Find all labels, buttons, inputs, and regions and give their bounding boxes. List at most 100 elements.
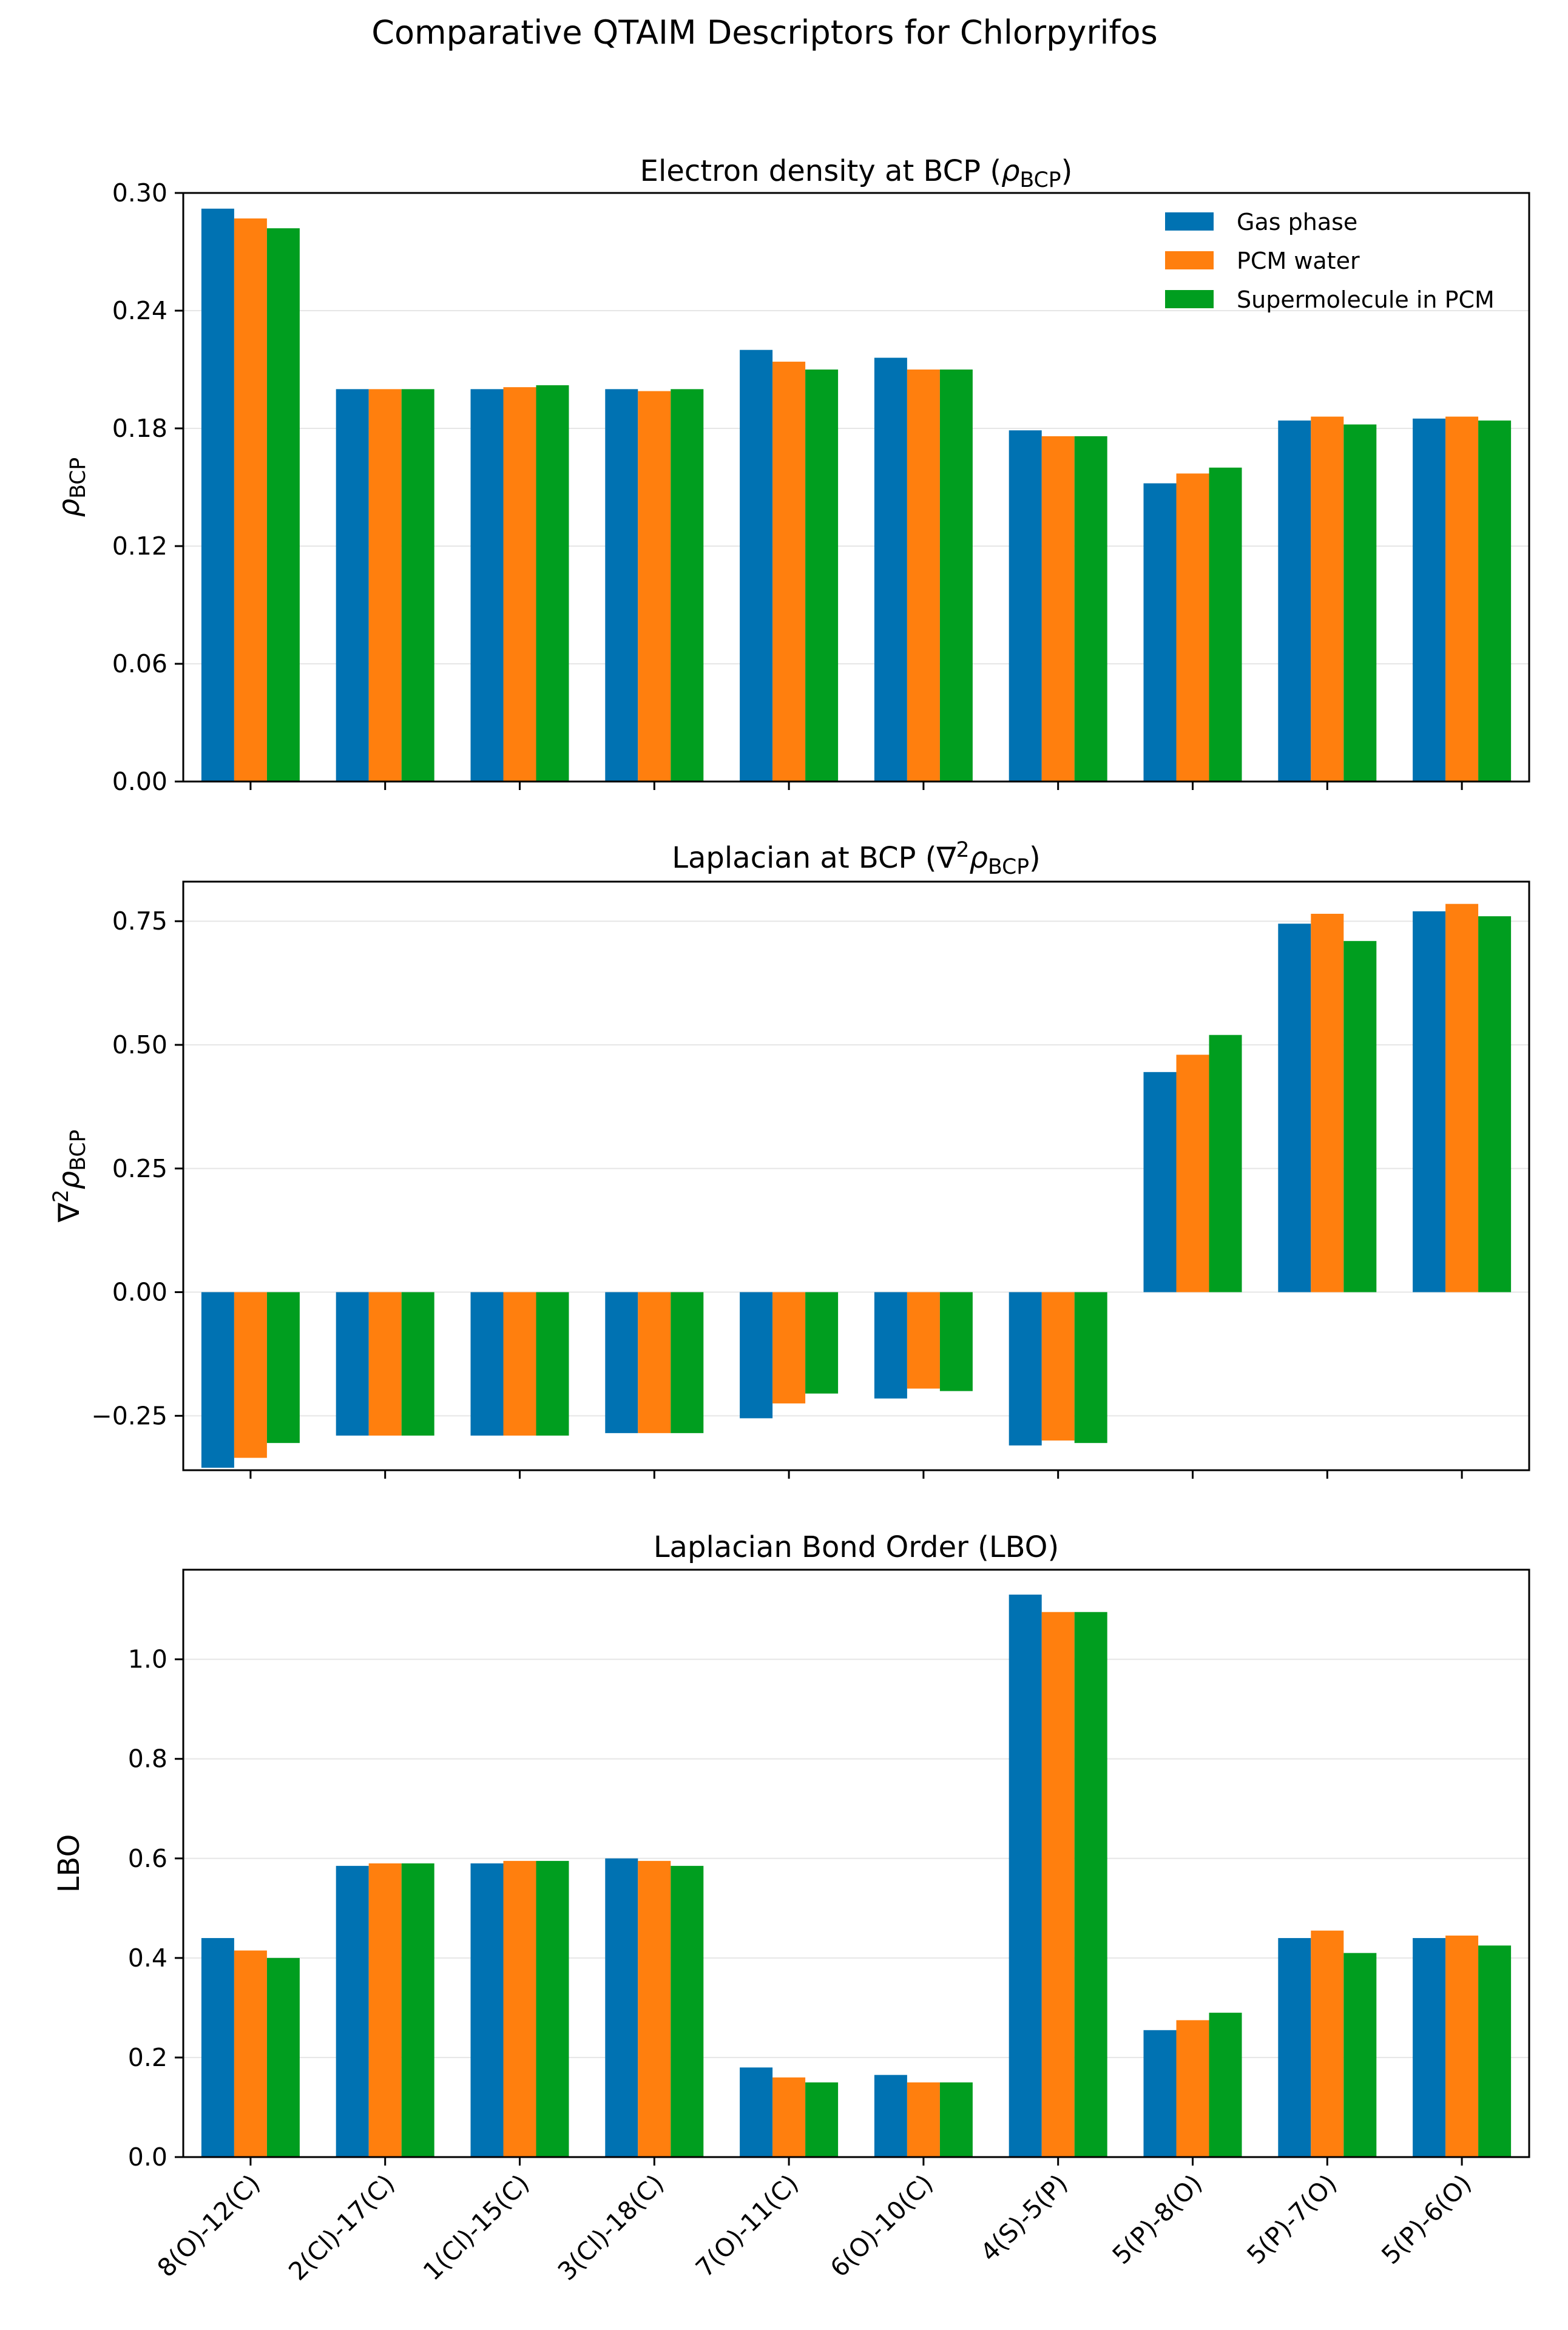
bar-2-gas-phase-6 <box>874 1292 907 1399</box>
bar-1-supermolecule-in-pcm-4 <box>671 389 704 782</box>
bar-3-gas-phase-5 <box>740 2067 773 2157</box>
bar-2-gas-phase-9 <box>1278 924 1311 1292</box>
bar-1-pcm-water-2 <box>368 389 402 782</box>
bar-1-supermolecule-in-pcm-5 <box>805 370 839 782</box>
bar-1-supermolecule-in-pcm-2 <box>401 389 434 782</box>
bar-1-supermolecule-in-pcm-7 <box>1074 436 1107 782</box>
y-tick-label: 0.12 <box>112 532 167 561</box>
bar-2-supermolecule-in-pcm-10 <box>1478 916 1512 1292</box>
bar-1-gas-phase-4 <box>605 389 638 782</box>
bar-2-pcm-water-4 <box>638 1292 671 1433</box>
legend-label: PCM water <box>1237 248 1360 274</box>
bar-2-supermolecule-in-pcm-5 <box>805 1292 839 1394</box>
chart-panels: 0.00 0.06 0.12 0.18 0.24 0.30 Electron density… <box>49 154 1530 2286</box>
bar-2-supermolecule-in-pcm-6 <box>939 1292 973 1391</box>
bar-3-supermolecule-in-pcm-7 <box>1074 1612 1107 2157</box>
bar-3-pcm-water-6 <box>907 2082 940 2157</box>
bar-1-pcm-water-7 <box>1041 436 1075 782</box>
y-tick-label: 0.00 <box>112 767 167 796</box>
bar-3-pcm-water-3 <box>503 1860 536 2157</box>
bar-3-supermolecule-in-pcm-5 <box>805 2082 839 2157</box>
bar-1-supermolecule-in-pcm-1 <box>266 228 300 782</box>
bar-3-pcm-water-4 <box>638 1860 671 2157</box>
chart-panel-2: −0.25 0.00 0.25 0.50 0.75 Laplacian at BCP (∇… <box>49 838 1530 1479</box>
y-tick-label: 0.0 <box>128 2143 167 2172</box>
chart-panel-1: 0.00 0.06 0.12 0.18 0.24 0.30 Electron density… <box>52 154 1530 796</box>
bar-3-supermolecule-in-pcm-2 <box>401 1863 434 2157</box>
bar-3-supermolecule-in-pcm-6 <box>939 2082 973 2157</box>
legend-label: Gas phase <box>1237 209 1357 235</box>
bar-2-supermolecule-in-pcm-3 <box>536 1292 569 1436</box>
bar-3-pcm-water-7 <box>1041 1612 1075 2157</box>
x-tick-label: 8(O)-12(C) <box>152 2169 266 2283</box>
y-tick-label: 0.00 <box>112 1278 167 1307</box>
bar-1-pcm-water-9 <box>1311 416 1344 782</box>
bar-3-gas-phase-8 <box>1143 2030 1177 2157</box>
bar-2-gas-phase-2 <box>336 1292 369 1436</box>
bar-1-pcm-water-6 <box>907 370 940 782</box>
bar-3-pcm-water-9 <box>1311 1930 1344 2157</box>
bar-2-supermolecule-in-pcm-7 <box>1074 1292 1107 1444</box>
bar-3-gas-phase-4 <box>605 1858 638 2157</box>
bar-2-pcm-water-3 <box>503 1292 536 1436</box>
bar-2-gas-phase-10 <box>1413 911 1446 1292</box>
bar-2-supermolecule-in-pcm-2 <box>401 1292 434 1436</box>
bar-2-supermolecule-in-pcm-8 <box>1209 1035 1242 1292</box>
x-tick-label: 3(Cl)-18(C) <box>552 2169 670 2286</box>
bar-1-supermolecule-in-pcm-8 <box>1209 467 1242 782</box>
x-tick-label: 6(O)-10(C) <box>825 2169 939 2283</box>
bar-2-gas-phase-3 <box>470 1292 504 1436</box>
bar-1-gas-phase-6 <box>874 357 907 782</box>
bar-1-gas-phase-2 <box>336 389 369 782</box>
bar-3-supermolecule-in-pcm-3 <box>536 1860 569 2157</box>
bar-2-supermolecule-in-pcm-1 <box>266 1292 300 1444</box>
legend-swatch <box>1165 290 1214 308</box>
y-tick-label: 0.30 <box>112 178 167 208</box>
bar-3-gas-phase-10 <box>1413 1938 1446 2157</box>
x-tick-label: 2(Cl)-17(C) <box>283 2169 400 2286</box>
bar-1-gas-phase-7 <box>1009 430 1042 782</box>
bar-2-gas-phase-4 <box>605 1292 638 1433</box>
y-axis-label: ∇2ρBCP <box>49 1130 90 1223</box>
bar-1-pcm-water-3 <box>503 387 536 782</box>
x-tick-label: 5(P)-7(O) <box>1242 2169 1343 2270</box>
bar-2-pcm-water-2 <box>368 1292 402 1436</box>
bar-3-supermolecule-in-pcm-9 <box>1343 1953 1377 2157</box>
legend-label: Supermolecule in PCM <box>1237 286 1495 313</box>
legend-swatch <box>1165 251 1214 269</box>
y-tick-label: 1.0 <box>128 1645 167 1674</box>
y-tick-label: 0.06 <box>112 649 167 678</box>
y-tick-label: 0.25 <box>112 1154 167 1183</box>
bar-3-gas-phase-3 <box>470 1863 504 2157</box>
bar-2-gas-phase-1 <box>201 1292 234 1468</box>
bar-3-pcm-water-1 <box>234 1950 267 2157</box>
y-axis-label: ρBCP <box>52 458 90 518</box>
y-tick-label: 0.75 <box>112 907 167 936</box>
bar-1-gas-phase-8 <box>1143 483 1177 782</box>
bar-3-pcm-water-5 <box>772 2077 806 2157</box>
bar-3-gas-phase-7 <box>1009 1595 1042 2157</box>
bar-3-pcm-water-2 <box>368 1863 402 2157</box>
plot-frame <box>182 192 1530 783</box>
figure-title: Comparative QTAIM Descriptors for Chlorp… <box>371 13 1157 52</box>
panel-title: Electron density at BCP (ρBCP) <box>640 154 1073 192</box>
bar-3-pcm-water-8 <box>1176 2020 1209 2157</box>
bar-2-supermolecule-in-pcm-9 <box>1343 940 1377 1292</box>
bar-1-pcm-water-4 <box>638 391 671 782</box>
y-tick-label: 0.50 <box>112 1030 167 1059</box>
x-tick-label: 5(P)-8(O) <box>1107 2169 1208 2270</box>
x-tick-label: 4(S)-5(P) <box>975 2169 1073 2267</box>
bar-2-gas-phase-8 <box>1143 1072 1177 1292</box>
bar-1-pcm-water-1 <box>234 218 267 782</box>
bar-1-gas-phase-1 <box>201 208 234 782</box>
bar-2-pcm-water-9 <box>1311 913 1344 1292</box>
bar-2-pcm-water-7 <box>1041 1292 1075 1441</box>
y-axis-label: LBO <box>52 1834 86 1893</box>
x-tick-label: 5(P)-6(O) <box>1376 2169 1477 2270</box>
y-tick-label: 0.24 <box>112 296 167 325</box>
bar-2-pcm-water-8 <box>1176 1055 1209 1292</box>
bar-3-supermolecule-in-pcm-4 <box>671 1866 704 2157</box>
bar-3-supermolecule-in-pcm-1 <box>266 1957 300 2157</box>
legend-swatch <box>1165 212 1214 231</box>
